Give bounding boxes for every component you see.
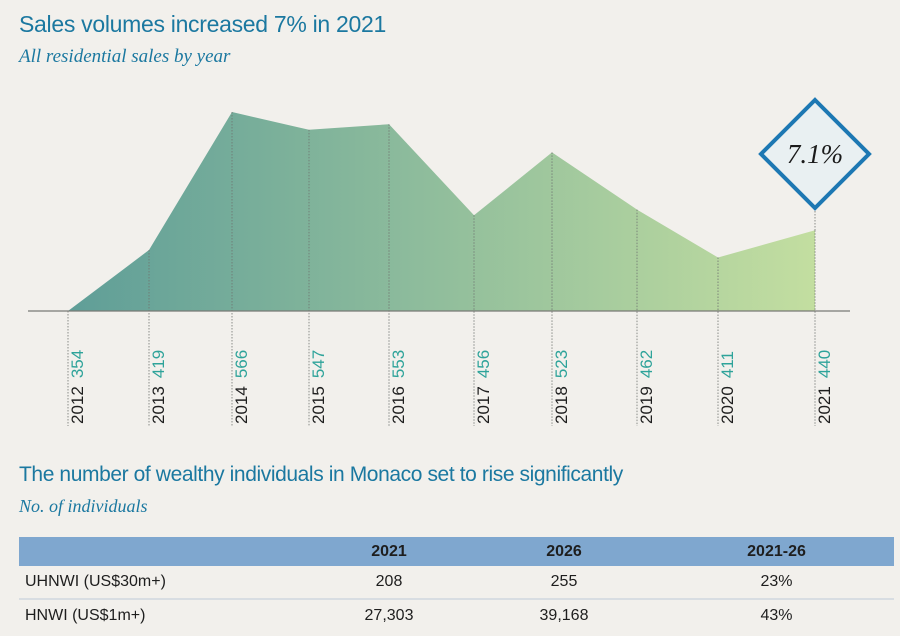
cell-2021: 27,303 bbox=[309, 598, 469, 632]
annotation-label: 7.1% bbox=[787, 139, 843, 169]
data-label-value: 566 bbox=[232, 350, 251, 378]
cell-2026: 255 bbox=[550, 573, 578, 590]
tick-label-year: 2012 bbox=[68, 386, 87, 424]
table-row: HNWI (US$1m+) 27,303 39,168 43% bbox=[19, 598, 894, 632]
tick-label-year: 2018 bbox=[552, 386, 571, 424]
header-label bbox=[19, 537, 309, 566]
tick-label-year: 2017 bbox=[474, 386, 493, 424]
table-subtitle: No. of individuals bbox=[19, 496, 148, 516]
header-2021-26: 2021-26 bbox=[659, 537, 894, 566]
table-header-row: 2021 2026 2021-26 bbox=[19, 537, 894, 566]
x-label-2016: 2016 553 bbox=[389, 350, 408, 424]
table-title: The number of wealthy individuals in Mon… bbox=[19, 463, 623, 486]
cell-change: 43% bbox=[659, 598, 894, 632]
cell-2026: 39,168 bbox=[469, 598, 659, 632]
tick-label-year: 2021 bbox=[815, 386, 834, 424]
header-2021: 2021 bbox=[309, 537, 469, 566]
tick-label-year: 2020 bbox=[718, 386, 737, 424]
annotation-diamond bbox=[758, 97, 872, 211]
x-label-2017: 2017 456 bbox=[474, 350, 493, 424]
tick-label-year: 2014 bbox=[232, 386, 251, 424]
header-2026: 2026 bbox=[469, 537, 659, 566]
cell-change: 23% bbox=[760, 573, 793, 590]
data-label-value: 440 bbox=[815, 350, 834, 378]
tick-label-year: 2015 bbox=[309, 386, 328, 424]
x-label-2012: 2012 354 bbox=[68, 350, 87, 424]
sales-area bbox=[68, 112, 815, 311]
x-label-2014: 2014 566 bbox=[232, 350, 251, 424]
x-label-2018: 2018 523 bbox=[552, 350, 571, 424]
data-label-value: 419 bbox=[149, 350, 168, 378]
chart-title: Sales volumes increased 7% in 2021 bbox=[19, 11, 386, 37]
data-label-value: 411 bbox=[718, 351, 737, 378]
tick-label-year: 2013 bbox=[149, 386, 168, 424]
data-label-value: 354 bbox=[68, 350, 87, 378]
x-label-2015: 2015 547 bbox=[309, 350, 328, 424]
tick-label-year: 2016 bbox=[389, 386, 408, 424]
chart-subtitle: All residential sales by year bbox=[19, 46, 231, 67]
data-label-value: 523 bbox=[552, 350, 571, 378]
wealthy-individuals-table: 2021 2026 2021-26 UHNWI (US$30m+) 208 25… bbox=[19, 537, 894, 632]
data-label-value: 462 bbox=[637, 350, 656, 378]
data-label-value: 456 bbox=[474, 350, 493, 378]
data-label-value: 553 bbox=[389, 350, 408, 378]
cell-2021: 208 bbox=[375, 573, 403, 590]
x-label-2021: 2021 440 bbox=[815, 350, 834, 424]
x-label-2019: 2019 462 bbox=[637, 350, 656, 424]
table-row: UHNWI (US$30m+) 208 255 23% bbox=[19, 566, 894, 599]
x-label-2013: 2013 419 bbox=[149, 350, 168, 424]
tick-label-year: 2019 bbox=[637, 386, 656, 424]
data-label-value: 547 bbox=[309, 350, 328, 378]
sales-area-chart: 2012 354 2013 419 2014 566 2015 547 2016 553 2017 4… bbox=[28, 97, 872, 426]
row-label: HNWI (US$1m+) bbox=[19, 598, 309, 632]
x-label-2020: 2020 411 bbox=[718, 351, 737, 424]
row-label: UHNWI (US$30m+) bbox=[25, 573, 166, 590]
